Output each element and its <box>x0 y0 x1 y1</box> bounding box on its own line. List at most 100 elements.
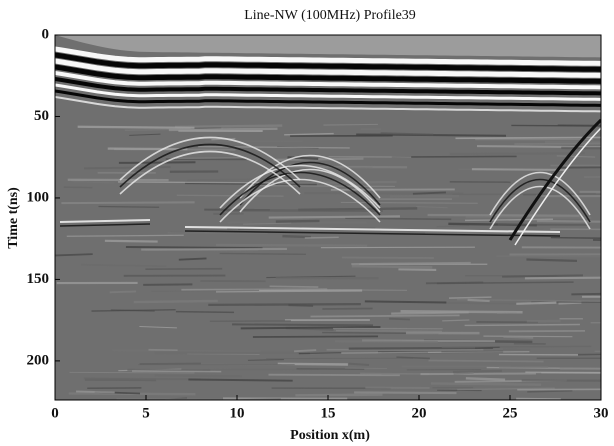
layer-streak <box>55 253 93 257</box>
layer-streak <box>284 132 334 136</box>
layer-streak <box>351 264 433 269</box>
layer-streak <box>465 218 554 222</box>
layer-streak <box>560 166 601 169</box>
layer-streak <box>304 236 339 239</box>
layer-streak <box>452 369 502 374</box>
y-tick-label: 100 <box>27 189 50 205</box>
layer-streak <box>104 239 158 243</box>
x-tick-label: 30 <box>594 405 609 421</box>
layer-streak <box>175 124 283 129</box>
layer-streak <box>430 382 542 386</box>
layer-streak <box>112 349 261 353</box>
layer-streak <box>345 217 452 221</box>
x-tick-label: 5 <box>142 405 150 421</box>
y-tick-label: 0 <box>42 26 50 42</box>
reflector <box>59 219 561 233</box>
layer-streak <box>151 289 260 292</box>
layer-streak <box>465 377 506 381</box>
air-region <box>55 35 601 58</box>
layer-streak <box>247 359 284 361</box>
layer-streak <box>141 247 287 251</box>
layer-streak <box>389 317 410 321</box>
layer-streak <box>277 362 348 366</box>
layer-streak <box>582 295 601 298</box>
x-tick-label: 0 <box>51 405 59 421</box>
layer-streak <box>496 255 601 258</box>
diffraction <box>489 171 591 216</box>
layer-streak <box>61 201 195 205</box>
layer-streak <box>167 232 268 235</box>
reflection-band <box>55 77 601 96</box>
layer-streak <box>98 205 160 208</box>
layer-streak <box>154 374 242 378</box>
layer-streak <box>465 216 592 219</box>
layer-streak <box>498 353 601 356</box>
layer-streak <box>276 165 408 169</box>
layer-streak <box>139 325 177 329</box>
layer-streak <box>294 349 317 353</box>
reflection-band <box>55 96 601 113</box>
layer-streak <box>323 123 378 126</box>
layer-streak <box>269 285 319 288</box>
chart-title: Line-NW (100MHz) Profile39 <box>244 8 416 23</box>
layer-streak <box>521 379 601 382</box>
diffraction <box>239 154 381 199</box>
diffraction <box>489 178 591 223</box>
layer-streak <box>545 140 601 144</box>
layer-streak <box>474 346 500 349</box>
layer-streak <box>118 161 196 164</box>
axes: 0 5 10 15 20 25 30 0 50 100 150 200 <box>27 26 609 421</box>
layer-streak <box>502 274 583 278</box>
reflection-band <box>55 71 601 90</box>
layer-streak <box>428 359 544 363</box>
diffraction <box>119 136 301 181</box>
layer-streak <box>453 371 474 375</box>
y-tick-label: 50 <box>34 108 49 124</box>
diffraction <box>119 143 301 188</box>
reflection-band <box>55 52 601 72</box>
layer-streak <box>396 356 430 360</box>
layer-streak <box>91 309 176 312</box>
layer-streak <box>511 124 601 127</box>
layer-streak <box>577 353 601 356</box>
layer-streak <box>420 372 536 376</box>
layer-streak <box>526 258 578 263</box>
reflection-band <box>55 46 601 66</box>
layer-streak <box>252 335 379 338</box>
layer-streak <box>380 132 434 136</box>
layer-streak <box>282 234 311 239</box>
diffraction <box>489 185 591 230</box>
layer-streak <box>364 300 447 304</box>
layer-streak <box>133 299 218 304</box>
layer-streak <box>125 245 263 250</box>
layer-streak <box>348 362 370 366</box>
layer-streak <box>503 335 534 339</box>
reflection-band <box>55 58 601 78</box>
layer-streak <box>80 263 167 267</box>
layer-streak <box>168 127 278 132</box>
layer-streak <box>253 185 395 188</box>
layer-streak <box>516 397 561 400</box>
layer-streak <box>436 224 470 228</box>
diffraction <box>119 150 301 195</box>
layer-streak <box>129 133 161 136</box>
layer-streak <box>561 146 601 150</box>
layer-streak <box>360 372 430 375</box>
layer-streak <box>175 310 235 314</box>
radargram-image <box>55 35 601 400</box>
layer-streak <box>268 373 400 377</box>
layer-streak <box>109 290 137 294</box>
reflector <box>59 223 561 237</box>
layer-streak <box>436 281 574 285</box>
layer-streak <box>178 257 207 261</box>
layer-streak <box>63 186 93 189</box>
reflection-band <box>55 83 601 101</box>
layer-streak <box>536 219 601 223</box>
layer-streak <box>215 289 363 293</box>
y-axis-label: Time t(ns) <box>6 187 21 249</box>
layer-streak <box>412 191 446 195</box>
diffraction <box>239 161 381 206</box>
layer-streak <box>449 152 585 155</box>
layer-streak <box>76 390 115 394</box>
